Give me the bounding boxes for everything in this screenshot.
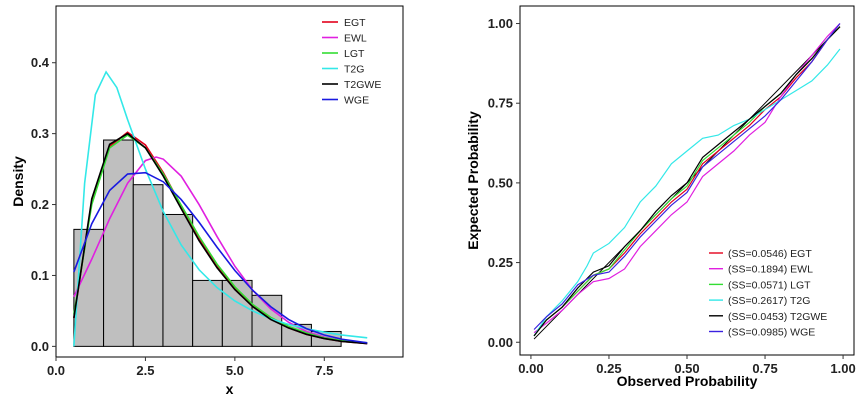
density-curve-lgt: [73, 134, 368, 344]
y-tick-label: 0.3: [31, 126, 49, 141]
x-tick-label: 0.50: [674, 361, 699, 376]
histogram-x-axis-title: x: [226, 381, 234, 397]
legend-label: EWL: [344, 33, 367, 45]
legend-label: (SS=0.1894) EWL: [728, 264, 813, 276]
histogram-bar: [132, 184, 164, 347]
histogram-bar: [192, 279, 223, 347]
pp-plot-panel: 0.00 0.25 0.50 0.75 1.00 0.00 0.25 0.50 0.75 1.0…: [465, 5, 856, 389]
pp-curves: [533, 23, 841, 337]
legend-label: (SS=0.0985) WGE: [728, 327, 815, 339]
legend-label: (SS=0.0453) T2GWE: [728, 311, 827, 323]
x-tick-label: 0.00: [518, 361, 543, 376]
y-tick-label: 0.1: [31, 268, 49, 283]
x-tick-label: 5.0: [226, 363, 244, 378]
pp-x-axis-title: Observed Probability: [617, 373, 758, 389]
legend-label: (SS=0.0571) LGT: [728, 279, 811, 291]
pp-y-ticks: 0.00 0.25 0.50 0.75 1.00: [488, 16, 520, 350]
x-tick-label: 1.00: [830, 361, 855, 376]
pp-curve-t2gwe: [533, 26, 841, 337]
histogram-legend: EGT EWL LGT T2G T2GWE WGE: [322, 17, 381, 107]
histogram-x-ticks: 0.0 2.5 5.0 7.5: [47, 357, 333, 378]
y-tick-label: 0.2: [31, 197, 49, 212]
pp-curve-wge: [533, 23, 841, 330]
legend-label: (SS=0.2617) T2G: [728, 295, 810, 307]
legend-label: EGT: [344, 17, 366, 29]
legend-label: T2GWE: [344, 79, 381, 91]
density-histogram-panel: 0.0 2.5 5.0 7.5 0.0 0.1 0.2 0.3 0.4 x Density E…: [10, 5, 404, 397]
legend-label: T2G: [344, 64, 364, 76]
legend-label: LGT: [344, 48, 365, 60]
histogram-y-axis-title: Density: [10, 156, 26, 207]
x-tick-label: 0.25: [596, 361, 621, 376]
histogram-bar: [162, 213, 194, 347]
y-tick-label: 0.50: [488, 175, 513, 190]
density-curve-t2gwe: [73, 132, 368, 345]
x-tick-label: 0.0: [47, 363, 65, 378]
histogram-y-ticks: 0.0 0.1 0.2 0.3 0.4: [31, 55, 56, 354]
pp-legend: (SS=0.0546) EGT (SS=0.1894) EWL (SS=0.0571…: [709, 248, 827, 339]
x-tick-label: 7.5: [315, 363, 333, 378]
y-tick-label: 1.00: [488, 16, 513, 31]
pp-curve-t2g: [533, 48, 841, 337]
density-curve-wge: [73, 171, 368, 344]
pp-curve-ewl: [533, 23, 841, 334]
legend-label: (SS=0.0546) EGT: [728, 248, 812, 260]
density-curve-ewl: [73, 156, 368, 345]
density-curves: [73, 70, 368, 347]
y-tick-label: 0.0: [31, 339, 49, 354]
y-tick-label: 0.75: [488, 96, 513, 111]
legend-label: WGE: [344, 95, 369, 107]
y-tick-label: 0.4: [31, 55, 50, 70]
histogram-bar: [103, 139, 134, 347]
y-tick-label: 0.00: [488, 335, 513, 350]
pp-y-axis-title: Expected Probability: [465, 111, 481, 250]
pp-x-ticks: 0.00 0.25 0.50 0.75 1.00: [518, 355, 856, 376]
y-tick-label: 0.25: [488, 255, 513, 270]
x-tick-label: 2.5: [136, 363, 154, 378]
x-tick-label: 0.75: [752, 361, 777, 376]
